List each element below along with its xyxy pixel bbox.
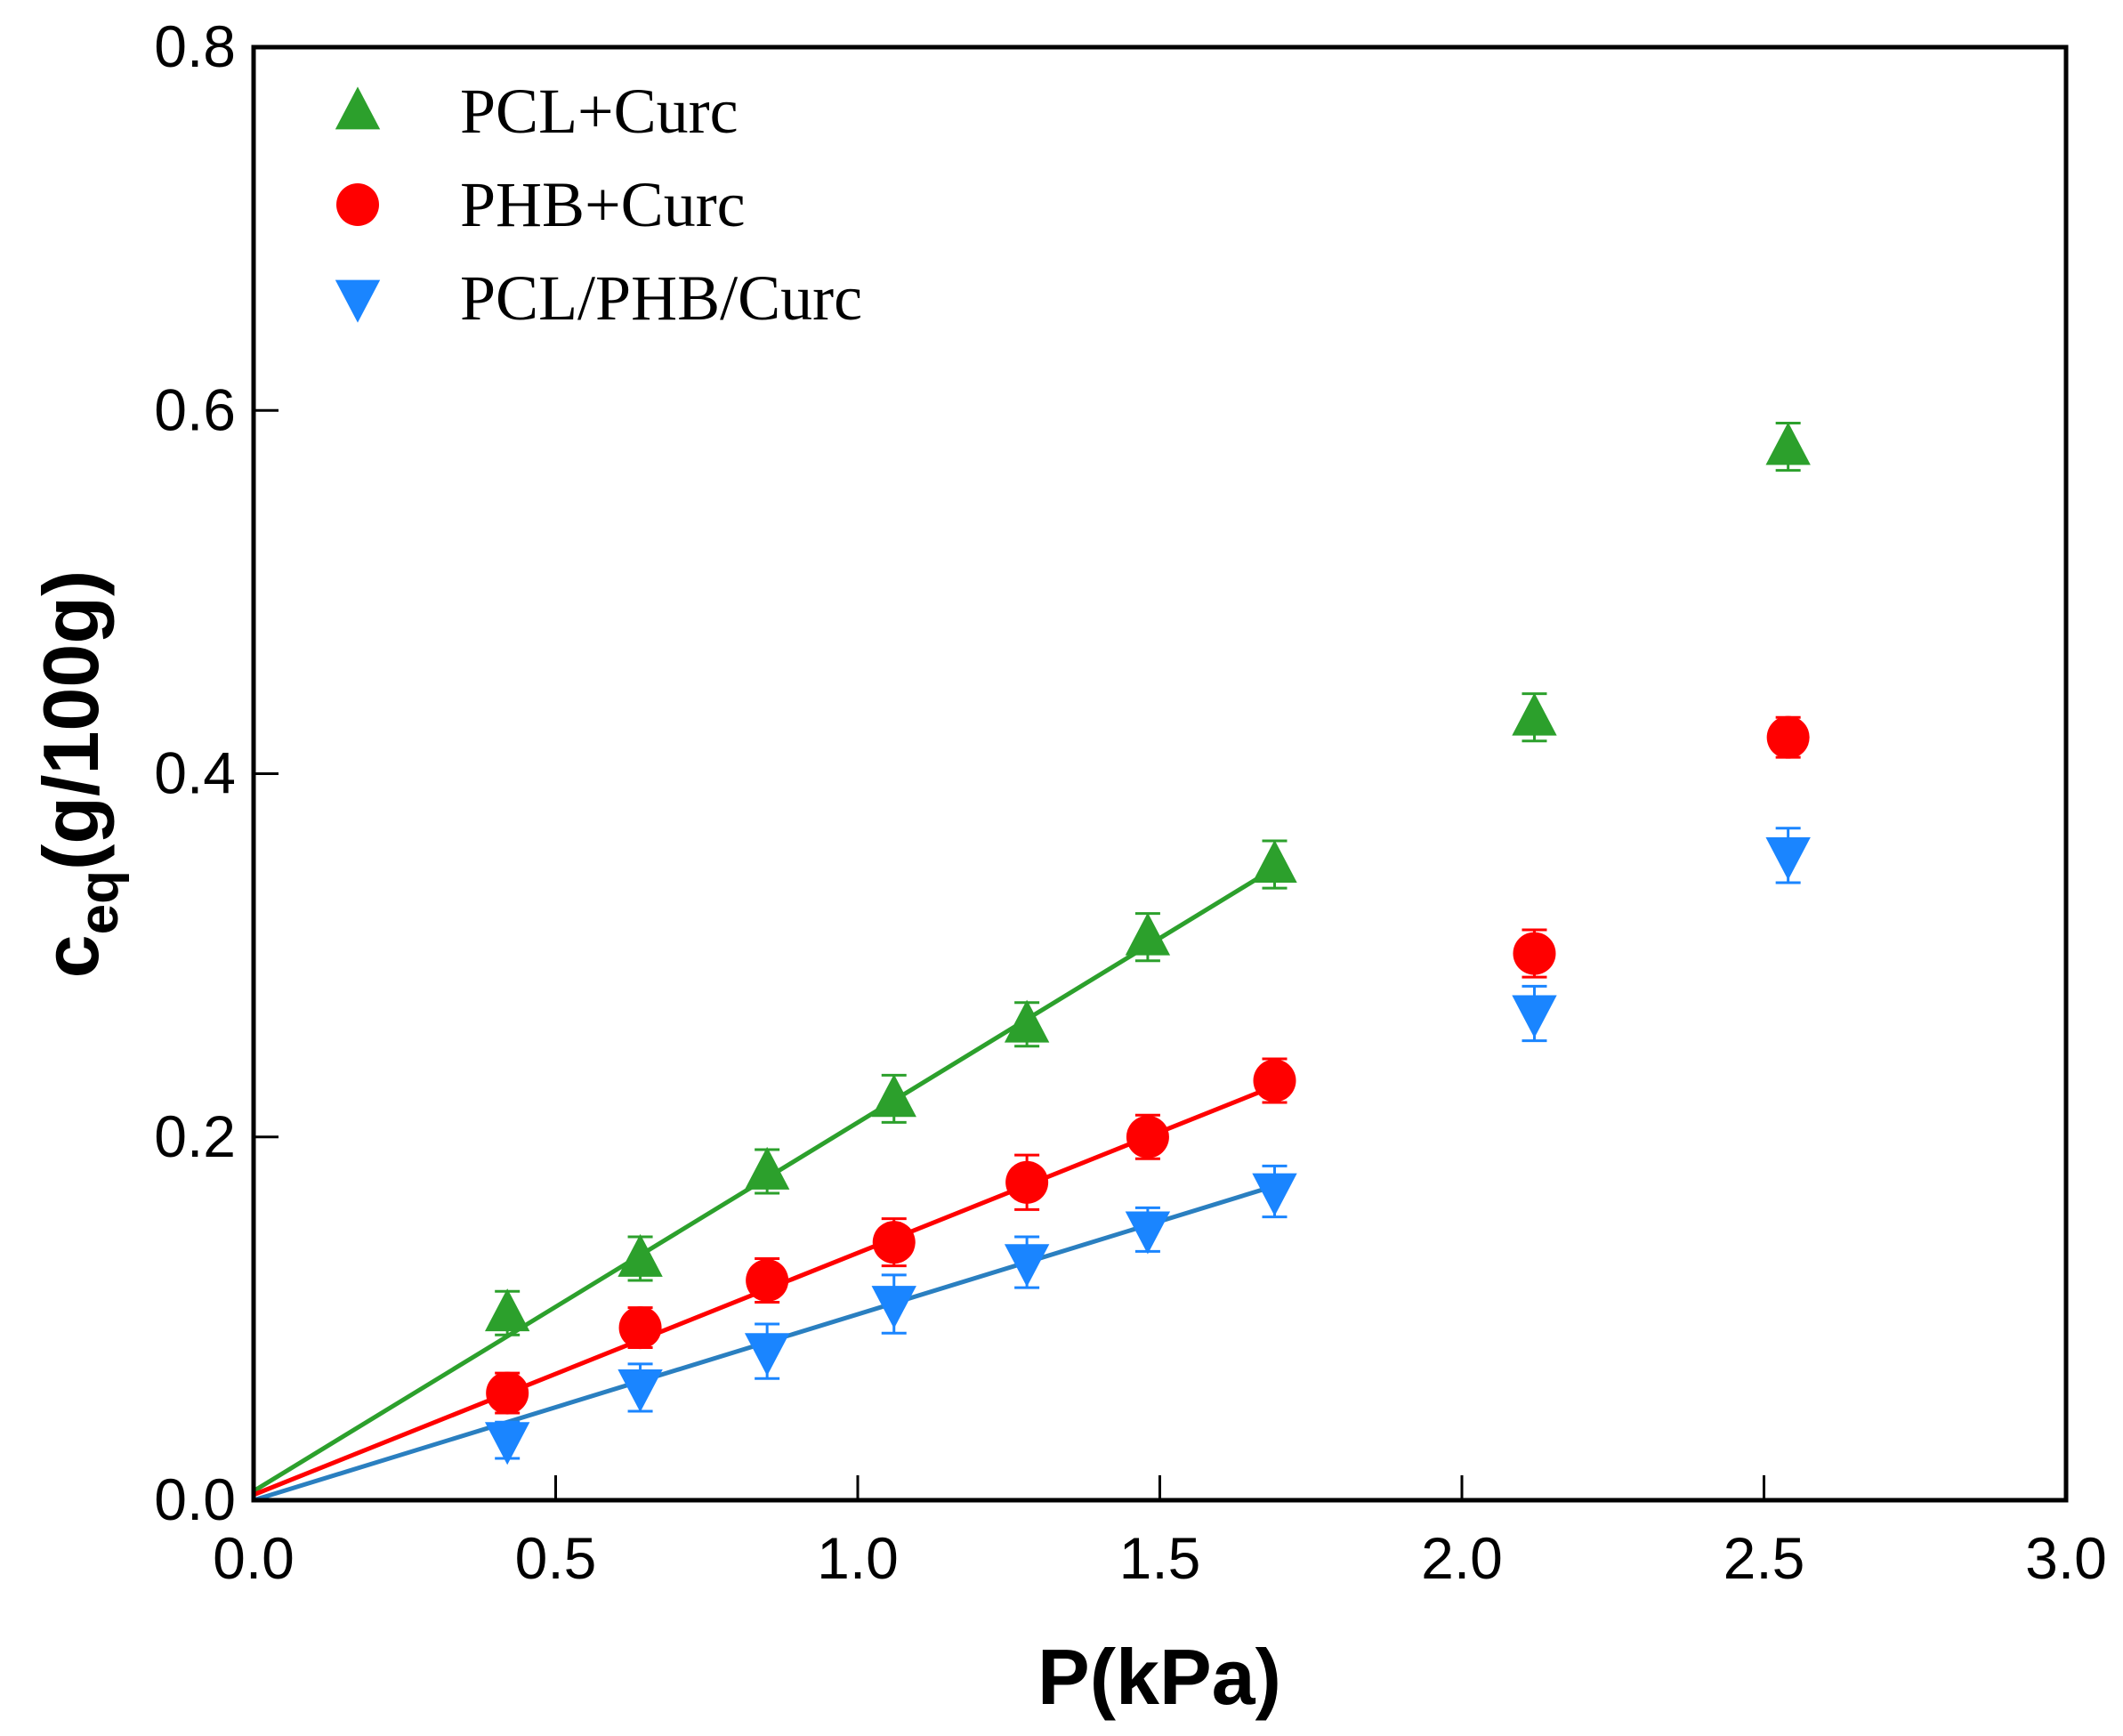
y-tick-label: 0.8 [154,13,236,79]
x-tick-label: 2.0 [1421,1525,1503,1591]
data-point [1513,932,1556,975]
legend-label-2: PCL/PHB/Curc [460,262,862,334]
x-tick-label: 2.5 [1723,1525,1805,1591]
y-axis-title-unit: (g/100g) [27,570,115,870]
data-point [1512,995,1557,1038]
x-tick-label: 1.5 [1119,1525,1201,1591]
legend-marker-2 [335,279,381,323]
legend-marker-1 [336,183,379,226]
data-point [484,1422,530,1466]
data-point [1004,999,1050,1043]
data-point [486,1371,529,1415]
y-tick-label: 0.4 [154,740,236,806]
plot-frame [251,44,2069,1503]
data-point [1765,836,1811,880]
x-tick-label: 1.0 [817,1525,899,1591]
data-point [618,1233,663,1277]
data-point [1512,692,1557,736]
x-axis-title: P(kPa) [1037,1633,1281,1721]
svg-text:ceq(g/100g): ceq(g/100g) [27,570,130,979]
legend-label-0: PCL+Curc [460,76,739,147]
data-point [1252,839,1297,883]
data-point [1005,1160,1049,1204]
y-tick-label: 0.6 [154,376,236,442]
data-point [1125,1211,1171,1255]
legend-label-1: PHB+Curc [460,169,746,240]
data-point [1766,715,1810,759]
data-point [618,1369,663,1413]
data-point [618,1306,662,1350]
data-point [746,1259,789,1303]
data-point [1252,1173,1297,1216]
data-point [1126,1115,1169,1159]
legend-marker-0 [335,86,381,130]
y-axis-title-main: c [27,934,115,978]
data-point [744,1333,790,1377]
data-point [1253,1059,1296,1102]
data-point [1125,912,1171,956]
data-point [871,1074,916,1118]
data-point [1765,422,1811,465]
data-point [1004,1244,1050,1288]
data-point [872,1221,916,1264]
x-tick-label: 0.0 [213,1525,295,1591]
y-tick-label: 0.2 [154,1103,236,1169]
y-axis-title: ceq(g/100g) [27,570,130,979]
y-axis-title-sub: eq [69,870,130,934]
data-point [744,1146,790,1190]
x-tick-label: 3.0 [2025,1525,2107,1591]
y-tick-label: 0.0 [154,1466,236,1532]
data-point [484,1288,530,1332]
x-tick-label: 0.5 [515,1525,597,1591]
data-point [871,1286,916,1329]
